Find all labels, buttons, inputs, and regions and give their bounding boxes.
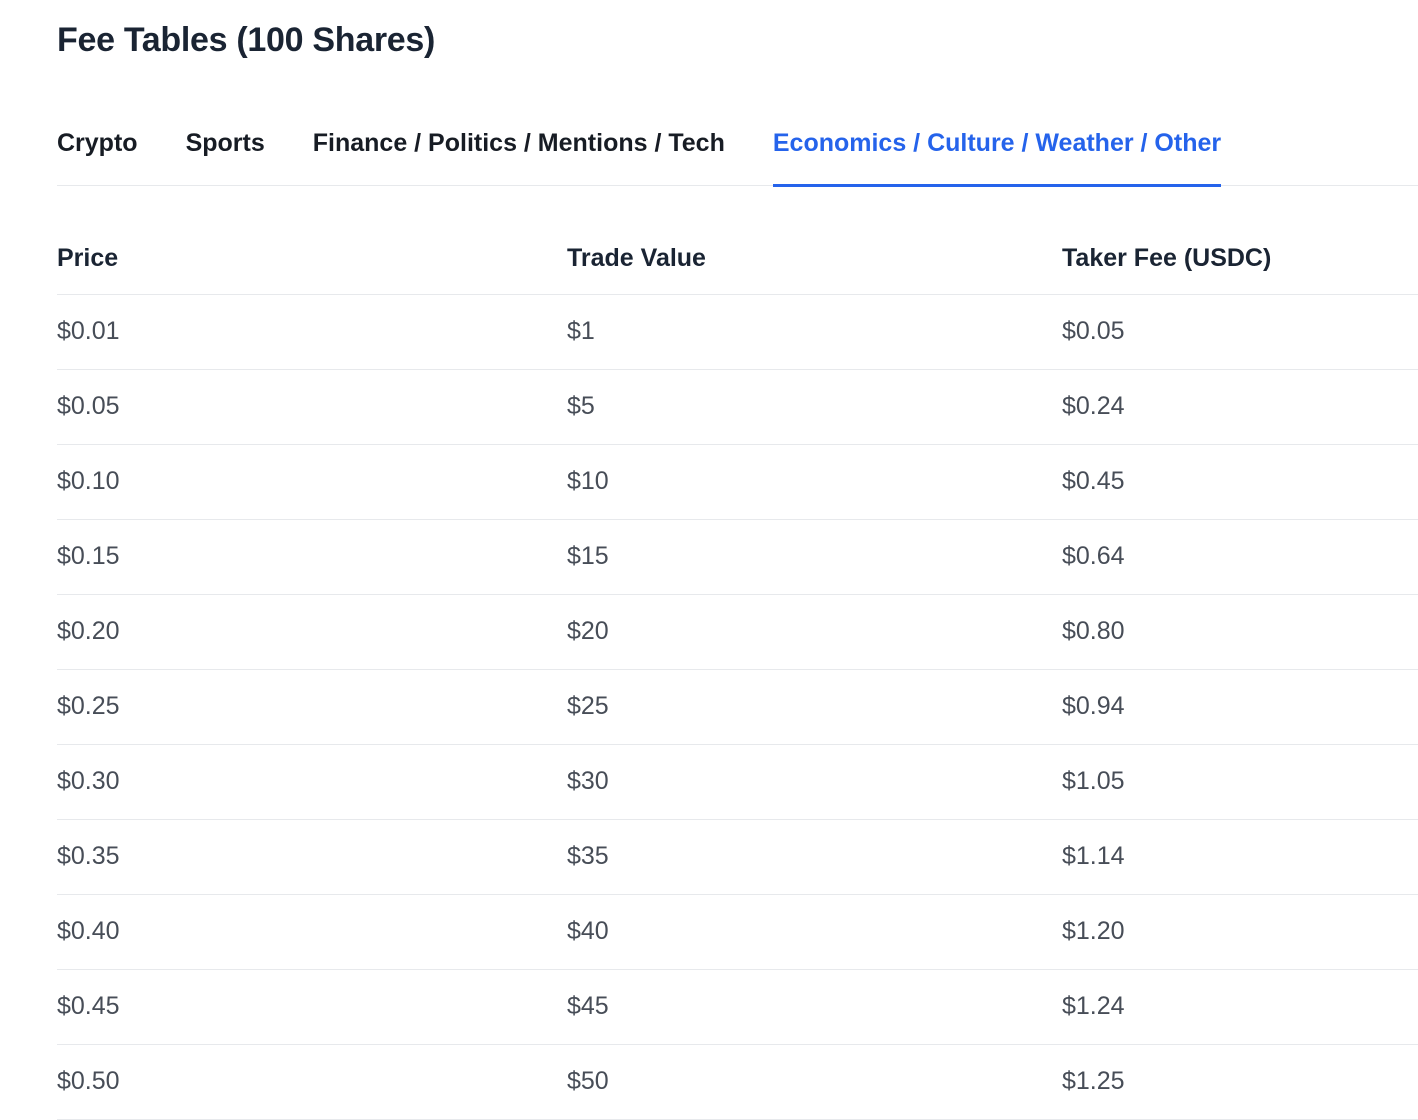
tab-economics-culture-weather-other[interactable]: Economics / Culture / Weather / Other [772,129,1222,188]
taker-fee-cell: $0.24 [1062,369,1418,446]
taker-fee-cell: $1.05 [1062,744,1418,821]
column-header-taker-fee: Taker Fee (USDC) [1062,186,1418,296]
tab-sports[interactable]: Sports [185,129,265,158]
column-header-trade-value: Trade Value [567,186,1062,296]
taker-fee-cell: $0.94 [1062,669,1418,746]
price-cell: $0.10 [57,444,567,521]
tab-finance-politics-mentions-tech[interactable]: Finance / Politics / Mentions / Tech [312,129,725,158]
trade-value-cell: $10 [567,444,1062,521]
taker-fee-cell: $1.24 [1062,969,1418,1046]
fee-table-body: $0.01 $1 $0.05 $0.05 $5 $0.24 $0.10 $10 $0.45 $0.… [57,294,1418,1120]
price-cell: $0.15 [57,519,567,596]
table-row: $0.45 $45 $1.24 [57,969,1418,1046]
table-row: $0.40 $40 $1.20 [57,894,1418,971]
table-row: $0.30 $30 $1.05 [57,744,1418,821]
price-cell: $0.45 [57,969,567,1046]
column-header-price: Price [57,186,567,296]
price-cell: $0.01 [57,294,567,371]
trade-value-cell: $5 [567,369,1062,446]
taker-fee-cell: $0.05 [1062,294,1418,371]
trade-value-cell: $40 [567,894,1062,971]
table-row: $0.35 $35 $1.14 [57,819,1418,896]
trade-value-cell: $35 [567,819,1062,896]
table-row: $0.25 $25 $0.94 [57,669,1418,746]
trade-value-cell: $45 [567,969,1062,1046]
trade-value-cell: $50 [567,1044,1062,1120]
taker-fee-cell: $1.25 [1062,1044,1418,1120]
trade-value-cell: $30 [567,744,1062,821]
price-cell: $0.35 [57,819,567,896]
trade-value-cell: $20 [567,594,1062,671]
trade-value-cell: $25 [567,669,1062,746]
taker-fee-cell: $1.14 [1062,819,1418,896]
page-title: Fee Tables (100 Shares) [57,21,435,59]
taker-fee-cell: $1.20 [1062,894,1418,971]
header-row: Price Trade Value Taker Fee (USDC) [57,186,1418,296]
fee-table: Price Trade Value Taker Fee (USDC) $0.01… [57,186,1418,1120]
table-row: $0.10 $10 $0.45 [57,444,1418,521]
tab-bar: Crypto Sports Finance / Politics / Mention… [57,129,1418,188]
taker-fee-cell: $0.45 [1062,444,1418,521]
fee-table-header: Price Trade Value Taker Fee (USDC) [57,186,1418,296]
trade-value-cell: $1 [567,294,1062,371]
table-row: $0.20 $20 $0.80 [57,594,1418,671]
price-cell: $0.40 [57,894,567,971]
table-row: $0.05 $5 $0.24 [57,369,1418,446]
taker-fee-cell: $0.64 [1062,519,1418,596]
table-row: $0.50 $50 $1.25 [57,1044,1418,1120]
price-cell: $0.25 [57,669,567,746]
price-cell: $0.30 [57,744,567,821]
price-cell: $0.20 [57,594,567,671]
table-row: $0.15 $15 $0.64 [57,519,1418,596]
tab-crypto[interactable]: Crypto [57,129,138,158]
price-cell: $0.05 [57,369,567,446]
table-row: $0.01 $1 $0.05 [57,294,1418,371]
taker-fee-cell: $0.80 [1062,594,1418,671]
trade-value-cell: $15 [567,519,1062,596]
price-cell: $0.50 [57,1044,567,1120]
